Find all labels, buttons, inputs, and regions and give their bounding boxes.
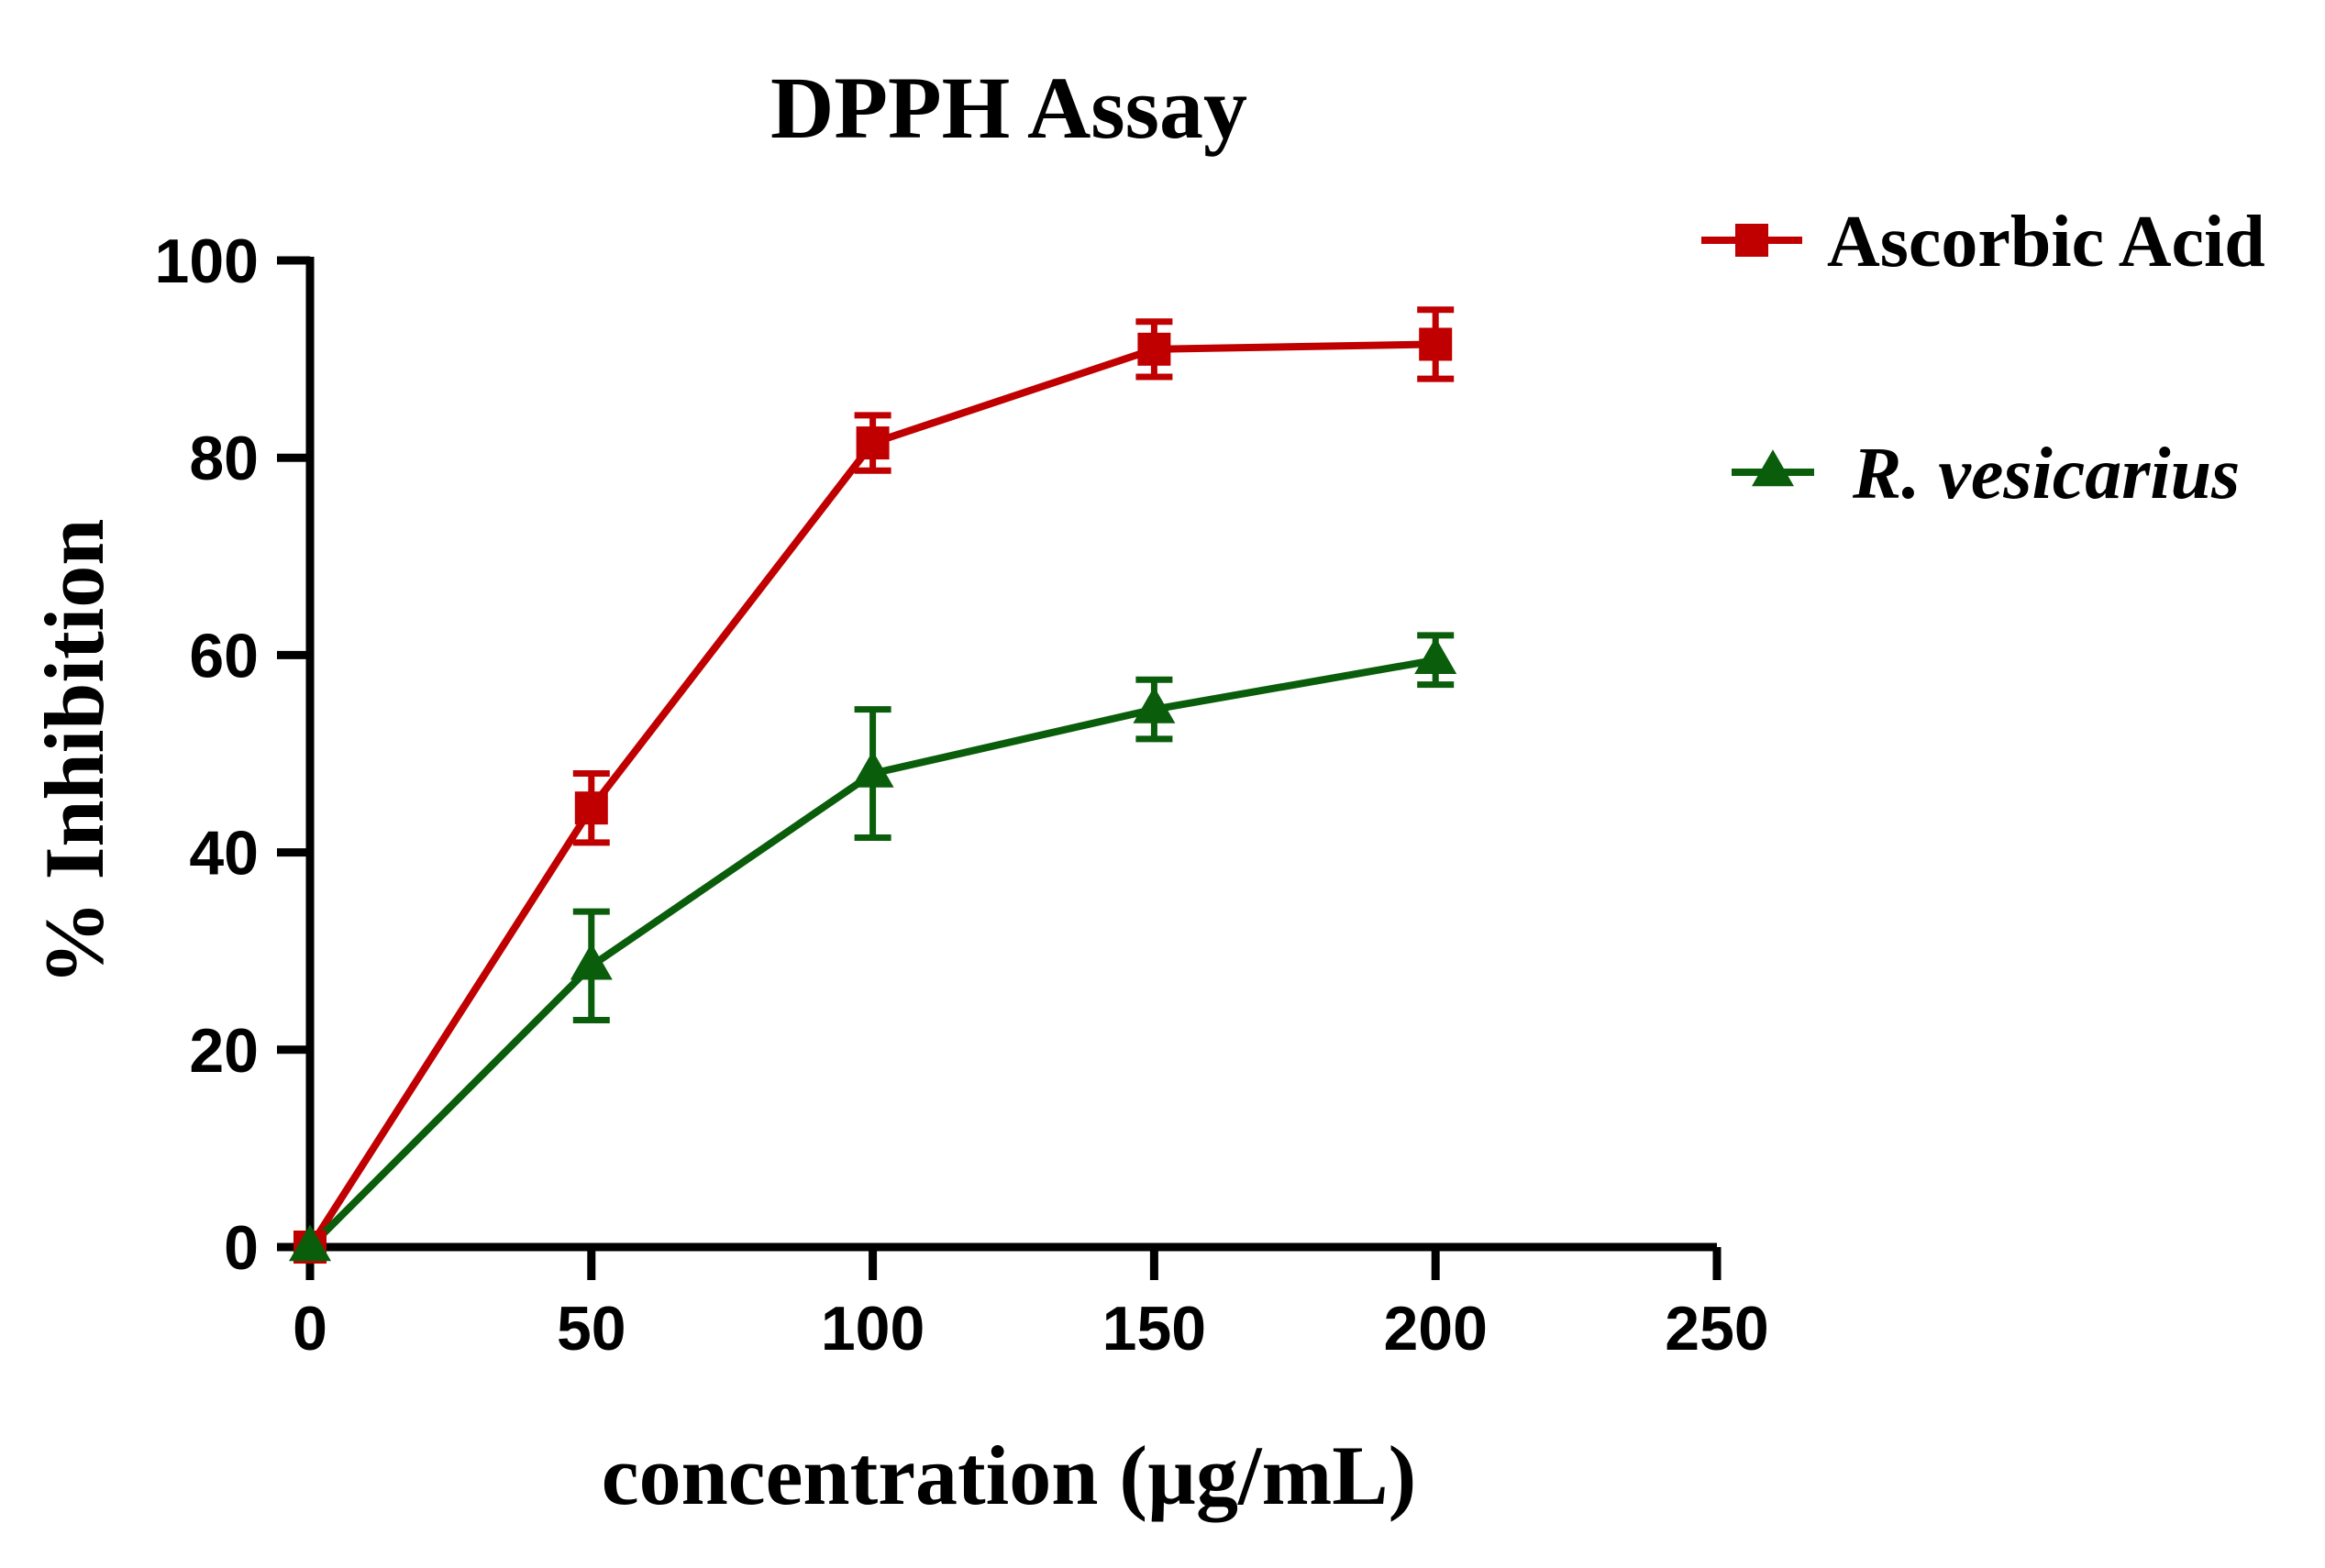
y-tick-label-40: 40 [189,819,259,889]
data-point-ascorbic-acid-150 [1137,332,1171,366]
series-markers [289,327,1457,1264]
data-point-r-vesicarius-100 [851,750,894,788]
legend-item-r-vesicarius: R. vesicarius [1732,434,2240,514]
x-tick-label-200: 200 [1383,1294,1487,1364]
axis-ticks: 0 50 100 150 200 250 0 20 40 60 80 100 [155,226,1769,1364]
data-point-r-vesicarius-0 [289,1224,331,1262]
legend: Ascorbic Acid R. vesicarius [1701,202,2265,514]
y-axis-title: % Inhibition [28,519,121,986]
y-tick-label-0: 0 [224,1213,259,1283]
legend-swatch-marker [1752,449,1794,487]
data-point-ascorbic-acid-50 [574,791,608,825]
y-tick-label-100: 100 [155,226,259,296]
data-point-r-vesicarius-50 [570,943,613,980]
x-tick-label-50: 50 [557,1294,626,1364]
legend-item-ascorbic-acid: Ascorbic Acid [1701,202,2265,282]
data-point-r-vesicarius-150 [1133,686,1176,723]
x-tick-label-0: 0 [293,1294,327,1364]
data-point-ascorbic-acid-200 [1419,327,1453,361]
x-tick-label-150: 150 [1102,1294,1206,1364]
legend-label: R. vesicarius [1852,434,2240,514]
chart-title: DPPH Assay [770,59,1247,157]
x-tick-label-250: 250 [1665,1294,1768,1364]
data-point-ascorbic-acid-100 [856,426,890,460]
y-tick-label-20: 20 [189,1016,259,1086]
x-tick-label-100: 100 [821,1294,924,1364]
y-tick-label-60: 60 [189,621,259,690]
plot-area: 0 50 100 150 200 250 0 20 40 60 80 100 [155,226,1769,1364]
legend-swatch-marker [1735,224,1768,257]
legend-label: Ascorbic Acid [1827,202,2265,282]
y-tick-label-80: 80 [189,424,259,493]
data-point-r-vesicarius-200 [1414,636,1457,674]
x-axis-title: concentration (µg/mL) [602,1429,1417,1522]
